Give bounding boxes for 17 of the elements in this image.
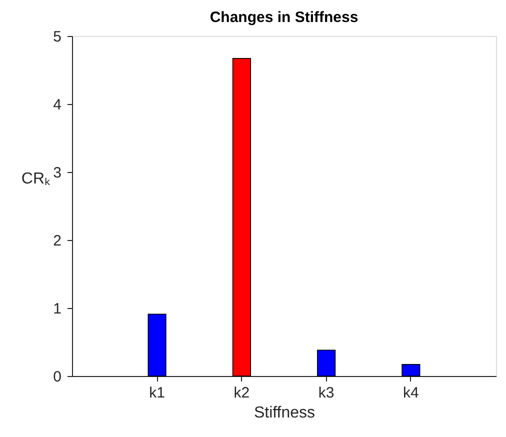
y-tick-label: 2 bbox=[53, 232, 62, 250]
bar bbox=[232, 58, 251, 376]
bar bbox=[148, 314, 166, 376]
x-tick-label: k2 bbox=[234, 384, 250, 402]
y-axis-title: CRₖ bbox=[21, 170, 50, 188]
y-tick-label: 1 bbox=[53, 300, 62, 318]
chart-title: Changes in Stiffness bbox=[210, 9, 358, 26]
bar bbox=[402, 364, 420, 376]
y-tick-label: 0 bbox=[53, 368, 62, 386]
x-tick-label: k3 bbox=[318, 384, 334, 402]
x-axis-title: Stiffness bbox=[254, 404, 316, 422]
y-tick-label: 5 bbox=[53, 28, 62, 46]
y-tick-label: 4 bbox=[53, 96, 62, 114]
y-tick-label: 3 bbox=[53, 164, 62, 182]
x-tick-label: k1 bbox=[149, 384, 165, 402]
bar bbox=[317, 350, 336, 376]
x-tick-label: k4 bbox=[403, 384, 419, 402]
